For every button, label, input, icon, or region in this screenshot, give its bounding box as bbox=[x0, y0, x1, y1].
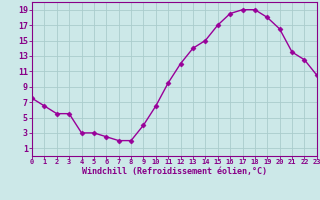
X-axis label: Windchill (Refroidissement éolien,°C): Windchill (Refroidissement éolien,°C) bbox=[82, 167, 267, 176]
